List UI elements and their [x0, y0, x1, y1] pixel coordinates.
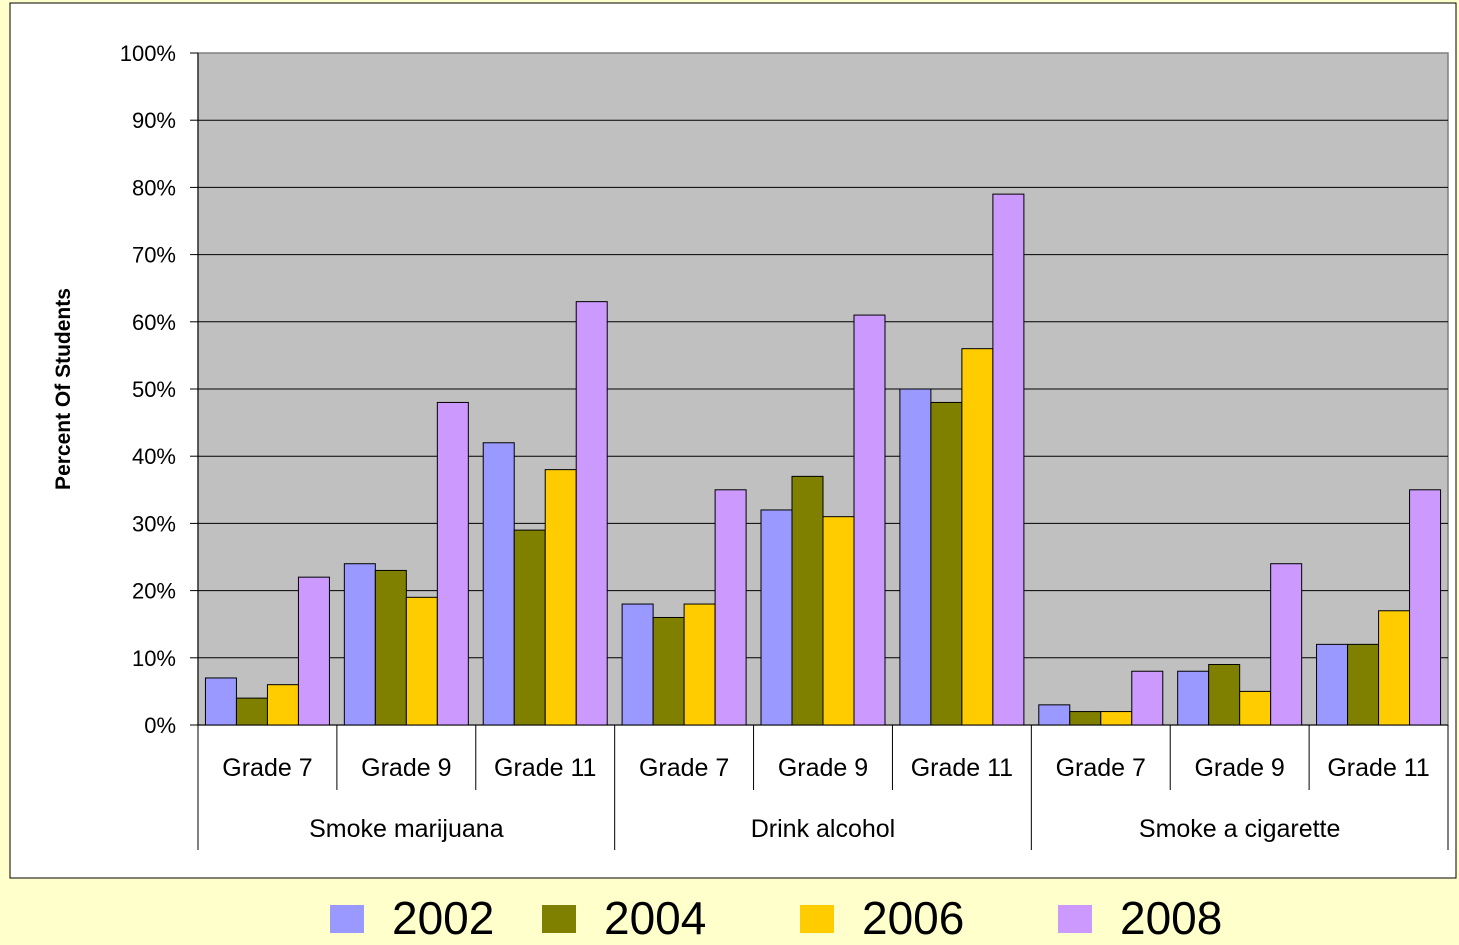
bar — [1100, 711, 1133, 726]
x-group-label: Drink alcohol — [751, 815, 896, 843]
bar — [343, 563, 376, 726]
bar — [1378, 610, 1411, 726]
x-category-label: Grade 9 — [361, 754, 451, 782]
bar — [482, 442, 515, 726]
x-category-label: Grade 9 — [1194, 754, 1284, 782]
bar — [760, 509, 793, 726]
x-category-label: Grade 11 — [494, 754, 596, 782]
bar — [266, 684, 299, 726]
x-axis: Grade 7 Grade 9 Grade 11 Grade 7 Grade 9 Grad… — [197, 724, 1449, 850]
y-tick-label: 50% — [132, 377, 176, 402]
bar — [930, 401, 963, 726]
bar — [853, 314, 886, 726]
x-group-label: Smoke a cigarette — [1139, 815, 1341, 843]
bar — [1069, 711, 1102, 726]
legend-label: 2004 — [604, 892, 706, 944]
bar — [405, 596, 438, 726]
bar — [1316, 643, 1349, 726]
bar — [297, 576, 330, 726]
legend-swatch — [800, 905, 834, 933]
bar — [961, 348, 994, 726]
bar — [621, 603, 654, 726]
bar — [1239, 690, 1272, 726]
bar — [992, 193, 1025, 726]
y-tick-label: 90% — [132, 108, 176, 133]
y-axis-title: Percent Of Students — [52, 288, 75, 490]
legend-swatch — [330, 905, 364, 933]
bar — [235, 697, 268, 726]
bar — [822, 516, 855, 726]
bar — [652, 616, 685, 726]
bar — [374, 569, 407, 726]
legend-label: 2008 — [1120, 892, 1222, 944]
x-category-label: Grade 7 — [1056, 754, 1146, 782]
bar — [513, 529, 546, 726]
y-tick-label: 20% — [132, 579, 176, 604]
y-axis: 0% 10% 20% 30% 40% 50% 60% 70% 80% 90% 100% — [120, 41, 199, 738]
y-tick-label: 0% — [144, 713, 176, 738]
bar — [791, 475, 824, 726]
bars — [204, 193, 1442, 726]
bar — [1208, 664, 1241, 726]
y-tick-label: 100% — [120, 41, 176, 66]
y-tick-label: 40% — [132, 444, 176, 469]
bar — [683, 603, 716, 726]
bar — [1270, 563, 1303, 726]
bar — [204, 677, 237, 726]
bar — [1347, 643, 1380, 726]
bar — [899, 388, 932, 726]
legend-label: 2002 — [392, 892, 494, 944]
bar — [436, 401, 469, 726]
legend-label: 2006 — [862, 892, 964, 944]
bar — [1409, 489, 1442, 726]
y-tick-label: 10% — [132, 646, 176, 671]
x-category-label: Grade 7 — [222, 754, 312, 782]
bar — [544, 469, 577, 726]
y-tick-label: 80% — [132, 175, 176, 200]
x-group-label: Smoke marijuana — [309, 815, 504, 843]
y-tick-label: 30% — [132, 511, 176, 536]
y-tick-label: 60% — [132, 310, 176, 335]
y-tick-label: 70% — [132, 243, 176, 268]
legend-swatch — [542, 905, 576, 933]
bar — [575, 301, 608, 726]
x-category-label: Grade 11 — [911, 754, 1013, 782]
bar — [1038, 704, 1071, 726]
legend: 2002 2004 2006 2008 — [330, 892, 1222, 944]
bar — [714, 489, 747, 726]
x-category-label: Grade 7 — [639, 754, 729, 782]
x-category-label: Grade 9 — [778, 754, 868, 782]
x-category-label: Grade 11 — [1327, 754, 1429, 782]
legend-swatch — [1058, 905, 1092, 933]
bar — [1177, 670, 1210, 726]
bar — [1131, 670, 1164, 726]
